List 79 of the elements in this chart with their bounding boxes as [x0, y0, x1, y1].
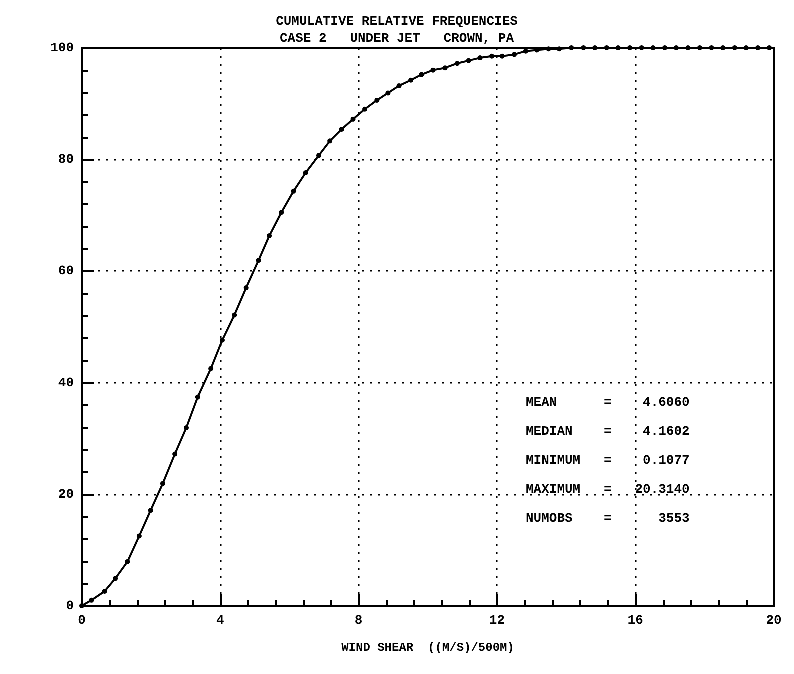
point	[744, 46, 749, 50]
point	[767, 46, 772, 50]
y-tick-label: 0	[66, 598, 74, 614]
annotation: MEDIAN = 4.1602	[526, 424, 690, 439]
point	[662, 46, 668, 50]
x-tick-label: 20	[766, 613, 782, 628]
annotation: MAXIMUM = 20.3140	[526, 482, 690, 497]
y-tick-label: 100	[50, 40, 74, 56]
point	[454, 61, 460, 66]
y-tick-label: 20	[58, 486, 74, 502]
point	[279, 210, 284, 216]
point	[232, 312, 238, 318]
x-tick-label: 0	[78, 613, 86, 628]
point	[686, 46, 691, 50]
point	[89, 598, 94, 603]
point	[490, 54, 495, 59]
x-tick-label: 8	[354, 613, 363, 628]
point	[244, 285, 249, 290]
point	[136, 534, 142, 539]
point	[303, 170, 308, 176]
point	[408, 78, 414, 83]
point	[267, 234, 272, 239]
chart-title: CUMULATIVE RELATIVE FREQUENCIES	[276, 14, 518, 29]
point	[720, 46, 726, 50]
annotation: MEAN = 4.6060	[526, 395, 690, 410]
point	[639, 46, 644, 50]
point	[581, 46, 586, 50]
x-tick-label: 4	[216, 613, 224, 628]
point	[556, 46, 562, 52]
point	[148, 508, 154, 514]
point	[220, 338, 225, 343]
point	[512, 52, 517, 58]
point	[592, 46, 598, 50]
point	[102, 588, 108, 594]
point	[386, 90, 391, 96]
point	[350, 116, 356, 122]
point	[546, 46, 552, 52]
point	[208, 366, 214, 372]
y-tick-label: 60	[58, 264, 74, 279]
point	[523, 48, 528, 54]
chart-subtitle: CASE 2 UNDER JET CROWN, PA	[280, 31, 514, 46]
point	[184, 426, 189, 430]
point	[419, 72, 424, 78]
point	[732, 46, 738, 50]
y-tick-label: 80	[58, 152, 74, 168]
point	[396, 83, 402, 88]
point	[478, 56, 483, 61]
y-tick-label: 40	[58, 375, 74, 390]
point	[328, 138, 333, 144]
point	[430, 68, 436, 73]
point	[125, 559, 130, 564]
point	[256, 258, 262, 264]
point	[291, 188, 296, 194]
point	[374, 98, 380, 103]
point	[160, 481, 166, 486]
point	[339, 126, 344, 132]
point	[80, 604, 84, 608]
point	[466, 58, 472, 64]
point	[569, 46, 574, 50]
point	[628, 46, 633, 50]
point	[362, 106, 368, 112]
point	[604, 46, 610, 50]
point	[195, 394, 200, 400]
point	[172, 452, 178, 457]
point	[674, 46, 679, 50]
annotation: MINIMUM = 0.1077	[526, 453, 690, 468]
point	[697, 46, 702, 50]
point	[650, 46, 656, 50]
x-axis-title: WIND SHEAR ((M/S)/500M)	[342, 641, 514, 655]
point	[616, 46, 621, 50]
point	[709, 46, 714, 50]
point	[316, 153, 322, 158]
point	[500, 54, 505, 59]
x-tick-label: 16	[628, 613, 644, 628]
point	[756, 46, 761, 50]
point	[442, 66, 448, 71]
x-tick-label: 12	[489, 613, 506, 628]
point	[113, 576, 118, 582]
annotation: NUMOBS = 3553	[526, 511, 690, 526]
